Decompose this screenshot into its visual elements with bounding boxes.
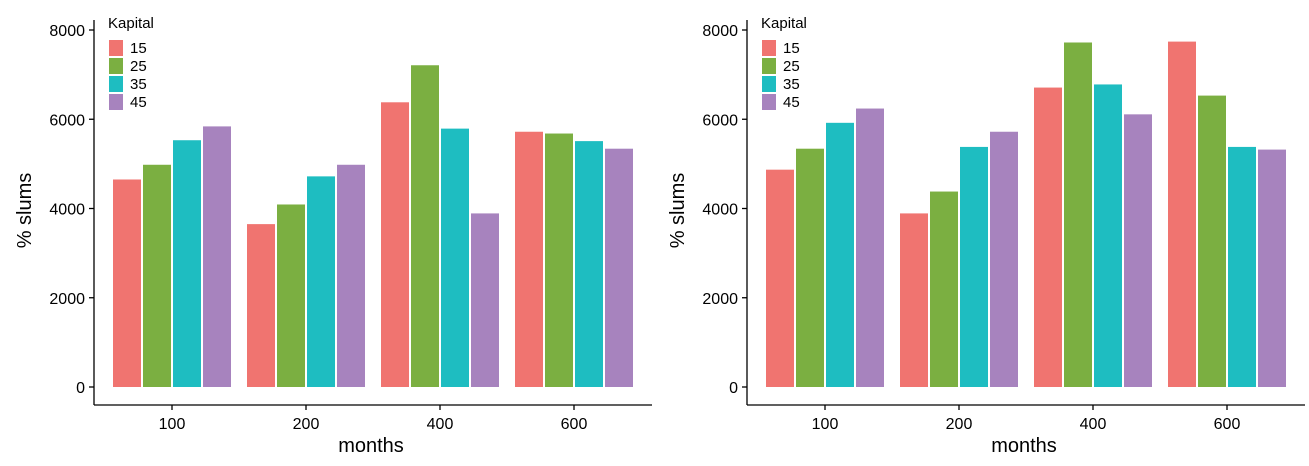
x-axis-title: months (338, 435, 404, 457)
bar-200-35 (307, 176, 335, 387)
bar-100-45 (203, 126, 231, 387)
bar-200-25 (277, 204, 305, 387)
bar-200-25 (930, 191, 958, 387)
y-tick-label: 2000 (49, 291, 85, 308)
y-tick-label: 6000 (49, 112, 85, 129)
x-tick-label: 100 (812, 416, 839, 433)
bar-400-35 (441, 128, 469, 387)
bar-200-15 (247, 224, 275, 387)
bar-100-15 (113, 179, 141, 387)
bar-400-15 (381, 102, 409, 387)
bar-400-45 (471, 213, 499, 387)
bar-600-25 (545, 133, 573, 387)
bar-600-15 (515, 131, 543, 387)
bar-400-45 (1124, 114, 1152, 387)
legend-label-15: 15 (130, 40, 147, 57)
legend-key-35 (762, 76, 776, 92)
chart-svg: 0 2000 4000 6000 8000 100 200 400 600 months % slu… (667, 15, 1305, 457)
bar-100-25 (143, 164, 171, 387)
legend-key-45 (109, 94, 123, 110)
legend-label-45: 45 (783, 94, 800, 111)
legend-key-15 (109, 40, 123, 56)
legend-label-15: 15 (783, 40, 800, 57)
bar-400-25 (411, 65, 439, 387)
bar-100-35 (826, 122, 854, 387)
legend-title: Kapital (108, 15, 154, 32)
legend-key-15 (762, 40, 776, 56)
bar-100-45 (856, 108, 884, 387)
bar-400-25 (1064, 42, 1092, 388)
bar-chart-right: 0 2000 4000 6000 8000 100 200 400 600 months % slu… (653, 0, 1309, 466)
y-tick-label: 0 (76, 380, 85, 397)
bar-600-45 (1258, 149, 1286, 387)
x-axis-title: months (991, 435, 1057, 457)
legend-label-25: 25 (783, 58, 800, 75)
y-tick-label: 8000 (49, 23, 85, 40)
bar-chart-left: 0 2000 4000 6000 8000 100 200 400 600 months % slu… (14, 15, 652, 457)
bar-200-35 (960, 146, 988, 387)
y-tick-label: 0 (729, 380, 738, 397)
legend-key-25 (762, 58, 776, 74)
y-tick-label: 6000 (702, 112, 738, 129)
x-tick-label: 600 (561, 416, 588, 433)
bar-600-25 (1198, 95, 1226, 387)
bar-100-35 (173, 140, 201, 387)
y-tick-label: 2000 (702, 291, 738, 308)
bar-100-25 (796, 148, 824, 387)
x-tick-label: 200 (946, 416, 973, 433)
legend-label-35: 35 (130, 76, 147, 93)
bar-100-15 (766, 169, 794, 387)
legend-label-45: 45 (130, 94, 147, 111)
bar-400-15 (1034, 87, 1062, 387)
bar-600-45 (605, 148, 633, 387)
legend-key-25 (109, 58, 123, 74)
x-tick-label: 400 (1080, 416, 1107, 433)
bar-600-15 (1168, 41, 1196, 387)
bar-400-35 (1094, 84, 1122, 387)
legend-title: Kapital (761, 15, 807, 32)
y-axis-title: % slums (14, 173, 36, 249)
chart-svg: 0 2000 4000 6000 8000 100 200 400 600 months % slu… (14, 15, 652, 457)
bar-600-35 (1228, 146, 1256, 387)
y-tick-label: 4000 (49, 202, 85, 219)
x-tick-label: 600 (1214, 416, 1241, 433)
x-tick-label: 400 (427, 416, 454, 433)
x-tick-label: 100 (159, 416, 186, 433)
bar-200-15 (900, 213, 928, 387)
bar-200-45 (337, 164, 365, 387)
legend-label-25: 25 (130, 58, 147, 75)
y-tick-label: 8000 (702, 23, 738, 40)
bar-200-45 (990, 131, 1018, 387)
legend-key-35 (109, 76, 123, 92)
legend-key-45 (762, 94, 776, 110)
y-tick-label: 4000 (702, 202, 738, 219)
bar-600-35 (575, 141, 603, 387)
y-axis-title: % slums (667, 173, 689, 249)
legend-label-35: 35 (783, 76, 800, 93)
x-tick-label: 200 (293, 416, 320, 433)
